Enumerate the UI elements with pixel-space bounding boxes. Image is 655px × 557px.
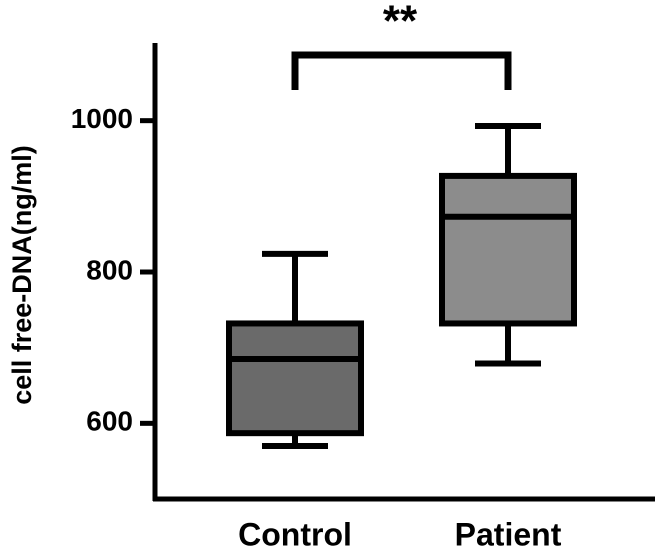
y-tick-label: 1000 [71, 103, 133, 134]
y-axis-label: cell free-DNA(ng/ml) [7, 145, 37, 405]
y-tick-label: 800 [86, 254, 133, 285]
box [439, 172, 577, 327]
x-tick-label: Control [238, 516, 352, 552]
significance: ** [383, 0, 418, 46]
box [226, 320, 364, 437]
y-tick-label: 600 [86, 406, 133, 437]
x-tick-label: Patient [455, 516, 562, 552]
significance-bracket [291, 51, 512, 90]
